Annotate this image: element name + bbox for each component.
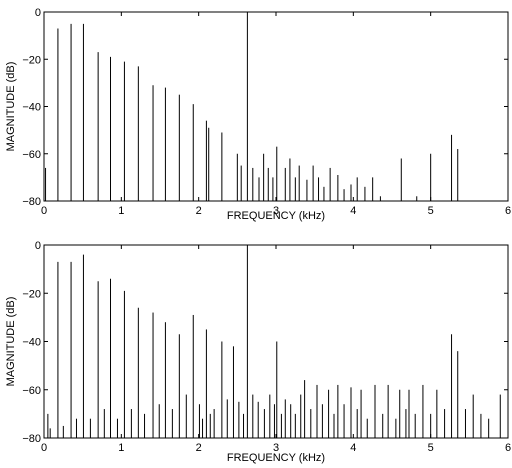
x-tick-label: 3 xyxy=(273,442,279,454)
y-tick-label: 0 xyxy=(35,240,41,252)
y-tick-label: −40 xyxy=(22,337,41,349)
x-tick-label: 2 xyxy=(196,442,202,454)
top-spectrum-panel: 0 1 2 3 4 5 6 0 −20 −40 −60 −80 FREQUENCY (kHz) MAGNI… xyxy=(5,7,511,222)
y-tick-label: 0 xyxy=(35,7,41,19)
x-tick-label: 2 xyxy=(196,205,202,217)
x-tick-label: 1 xyxy=(118,442,124,454)
x-tick-label: 5 xyxy=(428,442,434,454)
x-axis-label: FREQUENCY (kHz) xyxy=(227,452,325,464)
y-axis-label: MAGNITUDE (dB) xyxy=(5,62,17,152)
y-tick-label: −80 xyxy=(22,433,41,445)
x-tick-label: 6 xyxy=(505,205,511,217)
y-tick-label: −20 xyxy=(22,288,41,300)
x-tick-label: 5 xyxy=(428,205,434,217)
plot-frame xyxy=(43,244,509,439)
y-tick-label: −60 xyxy=(22,385,41,397)
x-tick-label: 1 xyxy=(118,205,124,217)
x-tick-label: 6 xyxy=(505,442,511,454)
x-axis-label: FREQUENCY (kHz) xyxy=(227,210,325,222)
y-tick-label: −40 xyxy=(22,102,41,114)
bottom-spectrum-panel: 0 1 2 3 4 5 6 0 −20 −40 −60 −80 FREQUENCY (kHz) MAGNI… xyxy=(5,240,511,464)
x-tick-label: 0 xyxy=(41,442,47,454)
y-tick-label: −60 xyxy=(22,149,41,161)
x-tick-label: 3 xyxy=(273,205,279,217)
y-axis-label: MAGNITUDE (dB) xyxy=(5,297,17,387)
plot-frame xyxy=(43,11,509,202)
y-tick-label: −20 xyxy=(22,54,41,66)
x-tick-label: 4 xyxy=(350,205,356,217)
x-tick-label: 0 xyxy=(41,205,47,217)
x-tick-label: 4 xyxy=(350,442,356,454)
y-tick-label: −80 xyxy=(22,196,41,208)
